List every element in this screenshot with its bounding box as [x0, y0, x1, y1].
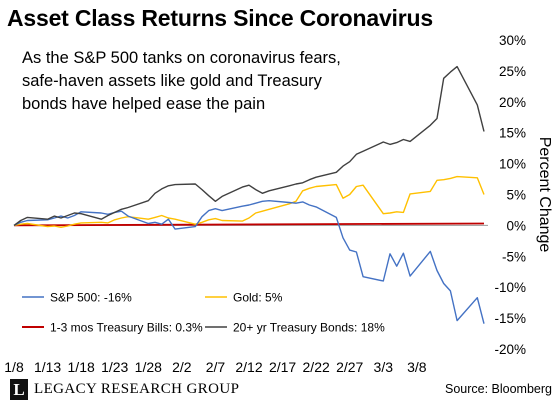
legend-label: 1-3 mos Treasury Bills: 0.3%: [50, 321, 203, 335]
y-tick-label: 0%: [506, 218, 526, 233]
y-tick-label: 15%: [499, 126, 526, 141]
legend-label: 20+ yr Treasury Bonds: 18%: [233, 321, 385, 335]
brand-name: LEGACY RESEARCH GROUP: [34, 381, 240, 397]
y-tick-label: 10%: [499, 157, 526, 172]
y-tick-label: 30%: [499, 33, 526, 48]
y-axis-label: Percent Change: [536, 137, 553, 253]
x-tick-label: 3/8: [407, 359, 427, 375]
x-tick-label: 2/27: [336, 359, 363, 375]
x-tick-label: 2/22: [303, 359, 330, 375]
series-line: [13, 175, 485, 229]
chart-title: Asset Class Returns Since Coronavirus: [7, 5, 433, 31]
y-tick-label: 25%: [499, 64, 526, 79]
y-tick-label: 20%: [499, 95, 526, 110]
x-tick-label: 1/28: [135, 359, 162, 375]
x-tick-label: 1/18: [68, 359, 95, 375]
x-tick-label: 2/7: [206, 359, 226, 375]
x-tick-label: 1/23: [101, 359, 128, 375]
series-line: [13, 222, 485, 227]
legend-label: Gold: 5%: [233, 291, 283, 305]
x-tick-label: 1/8: [4, 359, 24, 375]
y-tick-label: -15%: [494, 311, 526, 326]
series-line: [13, 199, 485, 324]
y-tick-label: -5%: [502, 249, 526, 264]
x-tick-label: 2/12: [235, 359, 262, 375]
brand-logo: L LEGACY RESEARCH GROUP: [10, 379, 239, 400]
legend-label: S&P 500: -16%: [50, 291, 132, 305]
x-tick-label: 1/13: [34, 359, 61, 375]
annotation-text: As the S&P 500 tanks on coronavirus fear…: [22, 49, 341, 113]
x-tick-label: 2/17: [269, 359, 296, 375]
x-tick-label: 3/3: [374, 359, 394, 375]
y-tick-label: -10%: [494, 280, 526, 295]
source-note: Source: Bloomberg: [444, 382, 552, 396]
y-tick-label: 5%: [506, 188, 526, 203]
series-line: [13, 65, 485, 226]
logo-mark: L: [10, 379, 28, 400]
y-tick-label: -20%: [494, 342, 526, 357]
x-tick-label: 2/2: [172, 359, 192, 375]
